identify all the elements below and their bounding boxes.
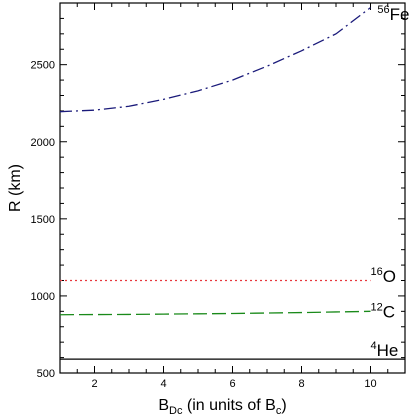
series-label-4He: 4He xyxy=(371,340,399,360)
y-tick-label: 2500 xyxy=(31,60,55,72)
series-label-element: O xyxy=(383,267,396,286)
series-labels: 4He 12C 16O 56Fe xyxy=(371,4,410,360)
x-axis-title-part: Dc xyxy=(169,405,183,417)
y-tick-label: 500 xyxy=(37,368,55,380)
plot-frame xyxy=(59,2,406,374)
x-axis-title-part: c xyxy=(276,405,282,417)
series-label-element: He xyxy=(377,341,399,360)
series-label-superscript: 4 xyxy=(371,340,377,352)
y-tick-label: 1000 xyxy=(31,291,55,303)
x-tick-label: 8 xyxy=(298,378,304,390)
series-label-12C: 12C xyxy=(371,302,396,322)
x-axis-title: BDc (in units of Bc) xyxy=(158,397,286,417)
series-label-superscript: 16 xyxy=(371,266,383,278)
x-axis-title-part: B xyxy=(158,397,169,414)
y-tick-label: 2000 xyxy=(31,137,55,149)
y-axis-title: R (km) xyxy=(7,164,24,212)
x-tick-label: 4 xyxy=(160,378,166,390)
series-lines xyxy=(59,7,405,360)
x-axis-title-part: (in units of B xyxy=(182,397,275,414)
x-tick-label: 10 xyxy=(364,378,376,390)
plot-area-border xyxy=(59,2,406,374)
x-tick-label: 2 xyxy=(91,378,97,390)
axis-ticks: 2 4 6 8 10 500 1000 1500 2000 2500 xyxy=(31,2,406,390)
x-tick-label: 6 xyxy=(229,378,235,390)
series-line-12C xyxy=(59,310,371,316)
series-label-element: Fe xyxy=(390,5,410,24)
series-label-element: C xyxy=(383,303,395,322)
series-label-16O: 16O xyxy=(371,266,396,286)
series-line-56Fe xyxy=(59,7,371,113)
y-tick-label: 1500 xyxy=(31,214,55,226)
series-label-56Fe: 56Fe xyxy=(377,4,409,24)
series-label-superscript: 56 xyxy=(377,4,389,16)
axis-titles: R (km) BDc (in units of Bc) xyxy=(7,164,287,417)
series-label-superscript: 12 xyxy=(371,302,383,314)
x-axis-title-part: ) xyxy=(281,397,286,414)
